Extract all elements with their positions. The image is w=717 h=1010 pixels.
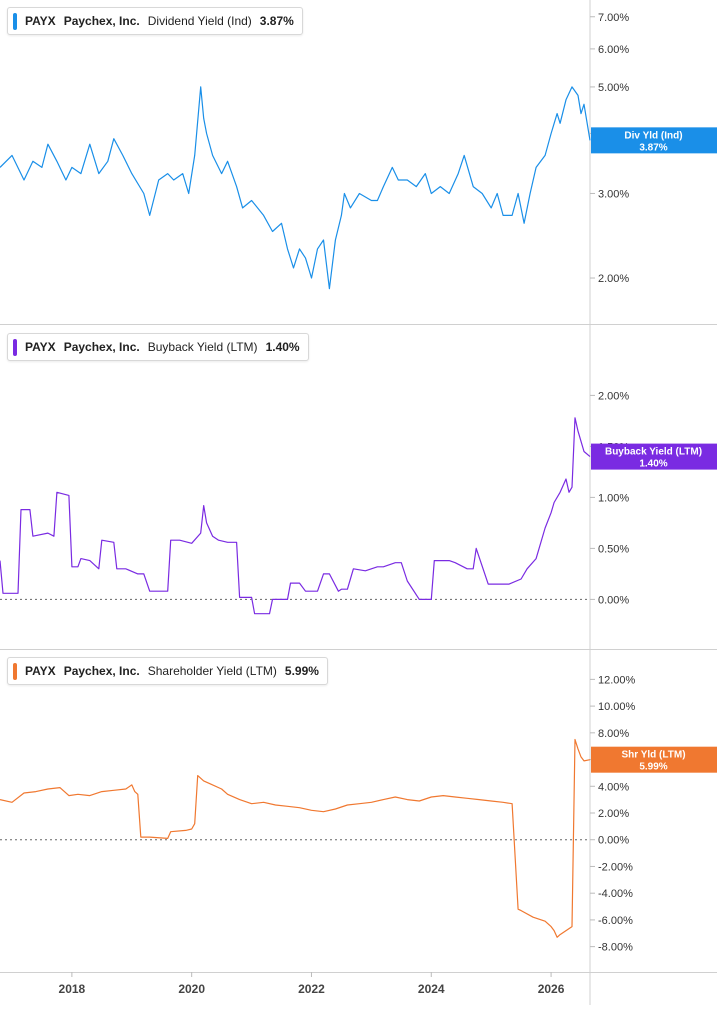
legend-swatch <box>13 662 17 680</box>
y-tick-label: 2.00% <box>598 808 629 820</box>
x-tick-label: 2022 <box>298 982 325 996</box>
legend-company: Paychex, Inc. <box>63 340 140 354</box>
y-tick-label: 1.00% <box>598 492 629 504</box>
y-tick-label: 0.50% <box>598 543 629 555</box>
legend-swatch <box>13 12 17 30</box>
value-badge-label: Buyback Yield (LTM) <box>605 447 702 458</box>
y-tick-label: 3.00% <box>598 188 629 200</box>
legend-dividend-yield[interactable]: PAYX Paychex, Inc. Dividend Yield (Ind) … <box>7 7 303 35</box>
y-tick-label: -6.00% <box>598 915 633 927</box>
legend-metric: Dividend Yield (Ind) <box>147 14 252 28</box>
y-tick-label: 0.00% <box>598 835 629 847</box>
y-tick-label: 4.00% <box>598 781 629 793</box>
legend-swatch <box>13 338 17 356</box>
series-line <box>0 417 591 615</box>
legend-metric: Shareholder Yield (LTM) <box>147 664 277 678</box>
value-badge <box>591 746 717 773</box>
x-tick-label: 2024 <box>418 982 445 996</box>
legend-value: 5.99% <box>284 664 319 678</box>
legend-ticker: PAYX <box>25 14 56 28</box>
y-tick-label: -8.00% <box>598 942 633 954</box>
y-tick-label: -2.00% <box>598 861 633 873</box>
y-tick-label: -4.00% <box>598 888 633 900</box>
value-badge-value: 1.40% <box>639 459 667 470</box>
legend-company: Paychex, Inc. <box>63 14 140 28</box>
y-tick-label: 8.00% <box>598 728 629 740</box>
legend-ticker: PAYX <box>25 340 56 354</box>
x-tick-label: 2020 <box>178 982 205 996</box>
y-tick-label: 12.00% <box>598 674 636 686</box>
y-tick-label: 6.00% <box>598 44 629 56</box>
y-tick-label: 7.00% <box>598 12 629 24</box>
y-tick-label: 5.00% <box>598 82 629 94</box>
x-tick-label: 2018 <box>59 982 86 996</box>
series-line <box>0 738 591 938</box>
value-badge-label: Shr Yld (LTM) <box>621 750 685 761</box>
value-badge-value: 3.87% <box>639 142 667 153</box>
x-tick-label: 2026 <box>538 982 565 996</box>
y-tick-label: 10.00% <box>598 701 636 713</box>
value-badge <box>591 127 717 154</box>
legend-company: Paychex, Inc. <box>63 664 140 678</box>
series-line <box>0 86 591 290</box>
value-badge-value: 5.99% <box>639 762 667 773</box>
legend-value: 3.87% <box>259 14 294 28</box>
y-tick-label: 2.00% <box>598 390 629 402</box>
value-badge-label: Div Yld (Ind) <box>624 130 682 141</box>
y-tick-label: 2.00% <box>598 273 629 285</box>
legend-ticker: PAYX <box>25 664 56 678</box>
legend-buyback-yield[interactable]: PAYX Paychex, Inc. Buyback Yield (LTM) 1… <box>7 333 309 361</box>
legend-value: 1.40% <box>265 340 300 354</box>
y-tick-label: 0.00% <box>598 594 629 606</box>
legend-metric: Buyback Yield (LTM) <box>147 340 258 354</box>
value-badge <box>591 443 717 470</box>
legend-shareholder-yield[interactable]: PAYX Paychex, Inc. Shareholder Yield (LT… <box>7 657 328 685</box>
